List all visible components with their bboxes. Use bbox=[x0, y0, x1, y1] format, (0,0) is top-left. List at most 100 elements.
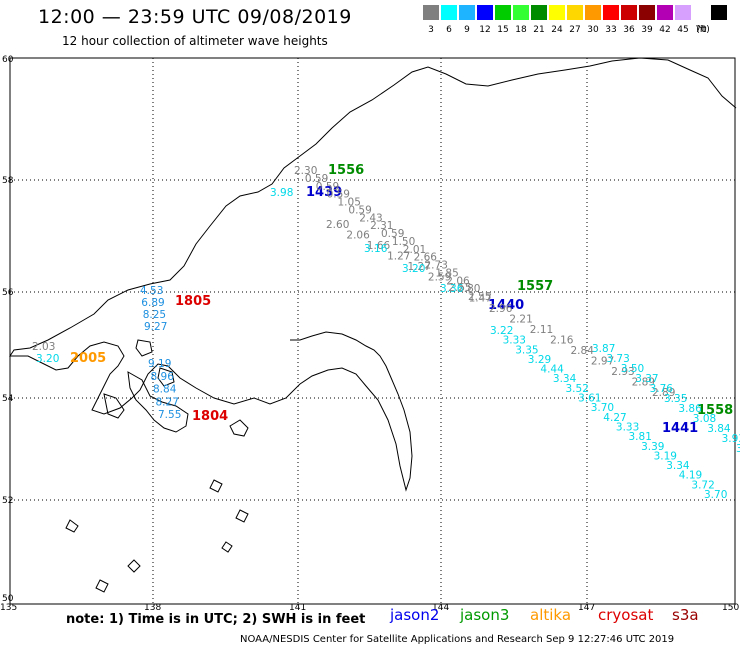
legend-swatch bbox=[693, 5, 709, 20]
wave-height-value: 0.59 bbox=[327, 189, 350, 201]
legend-label: 39 bbox=[641, 25, 653, 35]
wave-height-value: 0.59 bbox=[381, 228, 404, 240]
legend-label: 36 bbox=[623, 25, 635, 35]
wave-height-value: 3.29 bbox=[528, 354, 551, 366]
wave-height-value: 1.85 bbox=[435, 267, 458, 279]
wave-height-value: 9.27 bbox=[144, 321, 167, 333]
wave-height-value: 3.34 bbox=[666, 460, 690, 472]
wave-height-value: 2.03 bbox=[32, 341, 55, 353]
legend-jason3: jason3 bbox=[460, 606, 510, 624]
legend-swatch bbox=[603, 5, 619, 20]
wave-height-value: 3.37 bbox=[635, 373, 658, 385]
legend-swatch bbox=[711, 5, 727, 20]
lat-label-58: 58 bbox=[2, 176, 14, 186]
wave-height-value: 3.93 bbox=[722, 433, 740, 445]
legend-swatch bbox=[477, 5, 493, 20]
legend-label: 9 bbox=[464, 25, 470, 35]
wave-height-values: 2.300.590.590.591.050.592.432.310.591.50… bbox=[32, 165, 740, 501]
wave-height-value: 4.53 bbox=[140, 285, 163, 297]
map-frame bbox=[9, 57, 736, 605]
legend-swatch bbox=[675, 5, 691, 20]
legend-label: 30 bbox=[587, 25, 599, 35]
lat-label-50: 50 bbox=[2, 594, 14, 604]
grid-lines bbox=[10, 58, 735, 604]
wave-height-value: 4.44 bbox=[540, 364, 564, 376]
wave-height-value: 3.34 bbox=[553, 373, 577, 385]
track-label: 1557 bbox=[517, 279, 553, 294]
legend-swatch bbox=[567, 5, 583, 20]
wave-height-value: 2.73 bbox=[425, 260, 448, 272]
legend-s3a: s3a bbox=[672, 606, 699, 624]
wave-height-value: 2.31 bbox=[370, 220, 393, 232]
wave-height-value: 3.20 bbox=[402, 263, 425, 275]
lon-label-138: 138 bbox=[144, 603, 161, 613]
legend-label: 24 bbox=[551, 25, 563, 35]
wave-height-value: 6.89 bbox=[141, 297, 164, 309]
legend-swatch bbox=[549, 5, 565, 20]
wave-height-value: 8.25 bbox=[143, 309, 166, 321]
wave-height-value: 1.27 bbox=[387, 251, 410, 263]
track-label: 1441 bbox=[662, 421, 698, 436]
wave-height-value: 3.16 bbox=[364, 243, 388, 255]
lon-label-150: 150 bbox=[722, 603, 739, 613]
wave-height-value: 0.59 bbox=[305, 173, 328, 185]
wave-height-value: 3.75 bbox=[736, 443, 740, 455]
track-label: 1805 bbox=[175, 294, 211, 309]
wave-height-value: 0.59 bbox=[348, 204, 371, 216]
footer-credit: NOAA/NESDIS Center for Satellite Applica… bbox=[240, 634, 675, 645]
lon-label-141: 141 bbox=[289, 603, 306, 613]
wave-height-value: 3.33 bbox=[503, 335, 526, 347]
wave-height-value: 3.98 bbox=[270, 187, 293, 199]
wave-height-value: 3.19 bbox=[654, 450, 677, 462]
wave-height-value: 3.33 bbox=[616, 422, 639, 434]
legend-label: 6 bbox=[446, 25, 452, 35]
legend-label: 42 bbox=[659, 25, 671, 35]
wave-height-value: 2.06 bbox=[446, 275, 470, 287]
wave-height-value: 3.36 bbox=[440, 283, 464, 295]
lon-label-147: 147 bbox=[578, 603, 595, 613]
lat-label-56: 56 bbox=[2, 288, 14, 298]
legend-swatch bbox=[639, 5, 655, 20]
legend-swatch bbox=[513, 5, 529, 20]
wave-height-value: 2.60 bbox=[326, 219, 349, 231]
wave-height-value: 3.81 bbox=[629, 431, 652, 443]
wave-height-value: 3.70 bbox=[704, 489, 727, 501]
wave-height-value: 3.86 bbox=[678, 403, 702, 415]
legend-label: 45 bbox=[677, 25, 689, 35]
legend-cryosat: cryosat bbox=[598, 606, 654, 624]
wave-height-value: 2.89 bbox=[632, 377, 655, 389]
wave-height-value: 1.27 bbox=[408, 261, 431, 273]
lat-label-54: 54 bbox=[2, 394, 14, 404]
track-label: 1556 bbox=[328, 163, 364, 178]
wave-height-value: 2.43 bbox=[359, 212, 382, 224]
track-label: 1804 bbox=[192, 409, 228, 424]
legend-swatch bbox=[531, 5, 547, 20]
wave-height-value: 2.80 bbox=[457, 283, 480, 295]
wave-height-value: 9.19 bbox=[148, 358, 171, 370]
wave-height-value: 1.50 bbox=[392, 236, 415, 248]
wave-height-value: 2.84 bbox=[571, 345, 595, 357]
legend-label: 18 bbox=[515, 25, 527, 35]
wave-height-value: 2.55 bbox=[448, 282, 471, 294]
wave-height-value: 2.06 bbox=[346, 230, 370, 242]
track-label: 1440 bbox=[488, 298, 524, 313]
lat-label-52: 52 bbox=[2, 496, 13, 506]
track-labels: 1556 1439 1557 1440 1558 1441 1805 1804 … bbox=[70, 163, 733, 436]
page-subtitle: 12 hour collection of altimeter wave hei… bbox=[62, 34, 328, 48]
legend-swatch bbox=[459, 5, 475, 20]
legend-label: 12 bbox=[479, 25, 491, 35]
wave-height-value: 7.55 bbox=[158, 409, 181, 421]
wave-height-value: 2.30 bbox=[294, 165, 317, 177]
legend-label: 33 bbox=[605, 25, 617, 35]
wave-height-value: 8.96 bbox=[151, 371, 175, 383]
legend-swatch bbox=[657, 5, 673, 20]
wave-height-value: 3.35 bbox=[515, 344, 538, 356]
legend-swatch bbox=[423, 5, 439, 20]
wave-height-value: 3.20 bbox=[36, 353, 59, 365]
wave-height-value: 3.87 bbox=[592, 343, 615, 355]
wave-height-value: 3.08 bbox=[693, 413, 716, 425]
wave-height-value: 4.27 bbox=[603, 412, 626, 424]
wave-height-value: 1.05 bbox=[338, 197, 361, 209]
wave-height-value: 1.66 bbox=[367, 240, 391, 252]
